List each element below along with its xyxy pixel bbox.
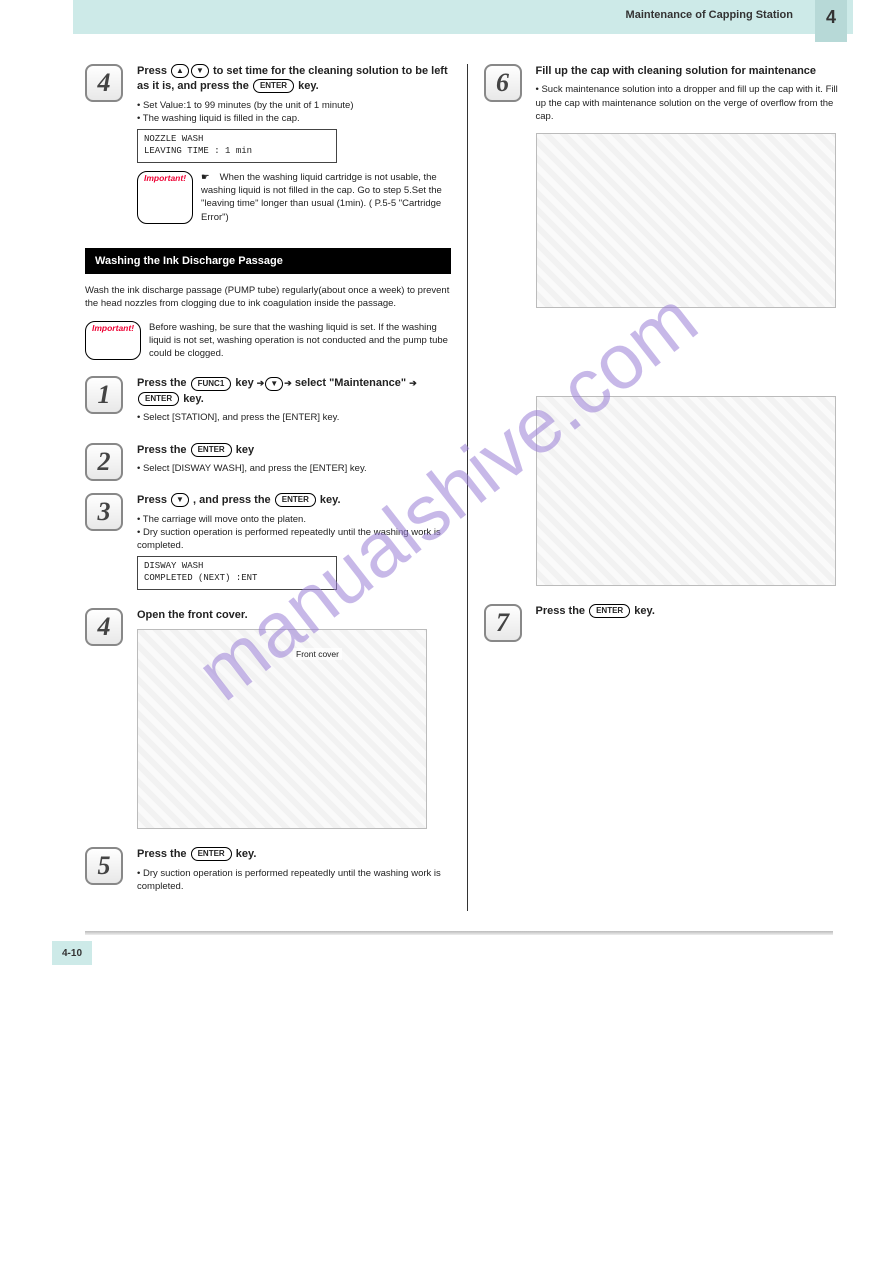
text: Press the <box>137 444 187 456</box>
bullet: Suck maintenance solution into a dropper… <box>536 83 849 123</box>
down-button-icon: ▼ <box>191 64 209 78</box>
step-body: Select [STATION], and press the [ENTER] … <box>137 411 451 424</box>
step-number: 5 <box>85 847 123 885</box>
step-title: Press ▲▼ to set time for the cleaning so… <box>137 64 451 95</box>
step-2: 2 Press the ENTER key Select [DISWAY WAS… <box>85 443 451 476</box>
left-column: 4 Press ▲▼ to set time for the cleaning … <box>85 64 467 911</box>
step-number: 7 <box>484 604 522 642</box>
lcd-screen: NOZZLE WASH LEAVING TIME : 1 min <box>137 129 337 162</box>
step-6: 6 Fill up the cap with cleaning solution… <box>484 64 849 586</box>
step-5: 5 Press the ENTER key. Dry suction opera… <box>85 847 451 893</box>
step-number: 4 <box>85 608 123 646</box>
right-column: 6 Fill up the cap with cleaning solution… <box>467 64 849 911</box>
arrow-right-icon: ➔ <box>257 378 265 388</box>
step-number: 6 <box>484 64 522 102</box>
lcd-line: NOZZLE WASH <box>144 134 330 146</box>
step-number: 2 <box>85 443 123 481</box>
bullet: Set Value:1 to 99 minutes (by the unit o… <box>137 99 451 112</box>
arrow-right-icon: ➔ <box>284 378 292 388</box>
figure-caps-top <box>536 133 836 308</box>
step-body: Suck maintenance solution into a dropper… <box>536 83 849 123</box>
step-body: Set Value:1 to 99 minutes (by the unit o… <box>137 99 451 163</box>
step-body: The carriage will move onto the platen. … <box>137 513 451 590</box>
bullet: Select [STATION], and press the [ENTER] … <box>137 411 451 424</box>
text: key <box>236 444 254 456</box>
text: Press <box>137 65 167 77</box>
func1-button-icon: FUNC1 <box>191 377 232 391</box>
lcd-line: LEAVING TIME : 1 min <box>144 146 330 158</box>
bullet: The carriage will move onto the platen. <box>137 513 451 526</box>
text: Press the <box>137 848 187 860</box>
text: Press the <box>536 605 586 617</box>
bullet: Dry suction operation is performed repea… <box>137 526 451 553</box>
page-number: 4-10 <box>52 941 92 965</box>
lcd-line: COMPLETED (NEXT) :ENT <box>144 573 330 585</box>
step-7: 7 Press the ENTER key. <box>484 604 849 619</box>
figure-front-cover: Front cover <box>137 629 427 829</box>
footer: 4-10 <box>0 931 893 935</box>
step-title: Fill up the cap with cleaning solution f… <box>536 64 849 79</box>
content-columns: 4 Press ▲▼ to set time for the cleaning … <box>0 34 893 921</box>
lcd-screen: DISWAY WASH COMPLETED (NEXT) :ENT <box>137 556 337 589</box>
important-text: ☛ When the washing liquid cartridge is n… <box>201 171 450 224</box>
section-header: Washing the Ink Discharge Passage <box>85 248 451 274</box>
figure-caps-dropper <box>536 396 836 586</box>
text: key <box>235 377 253 389</box>
text: select "Maintenance" <box>295 377 406 389</box>
section-intro: Wash the ink discharge passage (PUMP tub… <box>85 284 451 311</box>
text: key. <box>183 393 204 405</box>
down-button-icon: ▼ <box>171 493 189 507</box>
arrow-right-icon: ➔ <box>409 378 417 388</box>
text: Press the <box>137 377 187 389</box>
important-text: Before washing, be sure that the washing… <box>149 321 450 361</box>
step-title: Press ▼ , and press the ENTER key. <box>137 493 451 508</box>
step-title: Press the ENTER key <box>137 443 451 458</box>
text: key. <box>236 848 257 860</box>
enter-button-icon: ENTER <box>275 493 316 507</box>
important-note: Important! ☛ When the washing liquid car… <box>137 171 451 224</box>
enter-button-icon: ENTER <box>138 392 179 406</box>
step-title: Press the FUNC1 key ➔▼➔ select "Maintena… <box>137 376 451 407</box>
text: , and press the <box>193 494 271 506</box>
important-badge-icon: Important! <box>137 171 193 224</box>
text: When the washing liquid cartridge is not… <box>201 172 442 223</box>
down-button-icon: ▼ <box>265 377 283 391</box>
step-3: 3 Press ▼ , and press the ENTER key. The… <box>85 493 451 590</box>
text: key. <box>298 80 319 92</box>
header-title: Maintenance of Capping Station <box>626 9 793 21</box>
enter-button-icon: ENTER <box>253 79 294 93</box>
up-button-icon: ▲ <box>171 64 189 78</box>
step-number: 1 <box>85 376 123 414</box>
important-note: Important! Before washing, be sure that … <box>85 321 451 361</box>
enter-button-icon: ENTER <box>191 443 232 457</box>
header-bar: Maintenance of Capping Station 4 <box>73 0 853 34</box>
bullet: The washing liquid is filled in the cap. <box>137 112 451 125</box>
bullet: Select [DISWAY WASH], and press the [ENT… <box>137 462 451 475</box>
step-4: 4 Press ▲▼ to set time for the cleaning … <box>85 64 451 224</box>
bullet: Dry suction operation is performed repea… <box>137 867 451 894</box>
enter-button-icon: ENTER <box>191 847 232 861</box>
text: Press <box>137 494 167 506</box>
step-title: Press the ENTER key. <box>137 847 451 862</box>
chapter-number: 4 <box>815 0 847 42</box>
hand-pointer-icon: ☛ <box>201 171 217 184</box>
step-1: 1 Press the FUNC1 key ➔▼➔ select "Mainte… <box>85 376 451 424</box>
text: key. <box>634 605 655 617</box>
step-4-open-cover: 4 Open the front cover. Front cover <box>85 608 451 829</box>
step-number: 4 <box>85 64 123 102</box>
step-number: 3 <box>85 493 123 531</box>
step-body: Select [DISWAY WASH], and press the [ENT… <box>137 462 451 475</box>
page-container: manualshive.com Maintenance of Capping S… <box>0 0 893 991</box>
lcd-line: DISWAY WASH <box>144 561 330 573</box>
figure-caption: Front cover <box>293 648 342 660</box>
step-body: Dry suction operation is performed repea… <box>137 867 451 894</box>
text: key. <box>320 494 341 506</box>
footer-divider <box>85 931 833 935</box>
important-badge-icon: Important! <box>85 321 141 361</box>
step-title: Press the ENTER key. <box>536 604 849 619</box>
step-title: Open the front cover. <box>137 608 451 623</box>
enter-button-icon: ENTER <box>589 604 630 618</box>
